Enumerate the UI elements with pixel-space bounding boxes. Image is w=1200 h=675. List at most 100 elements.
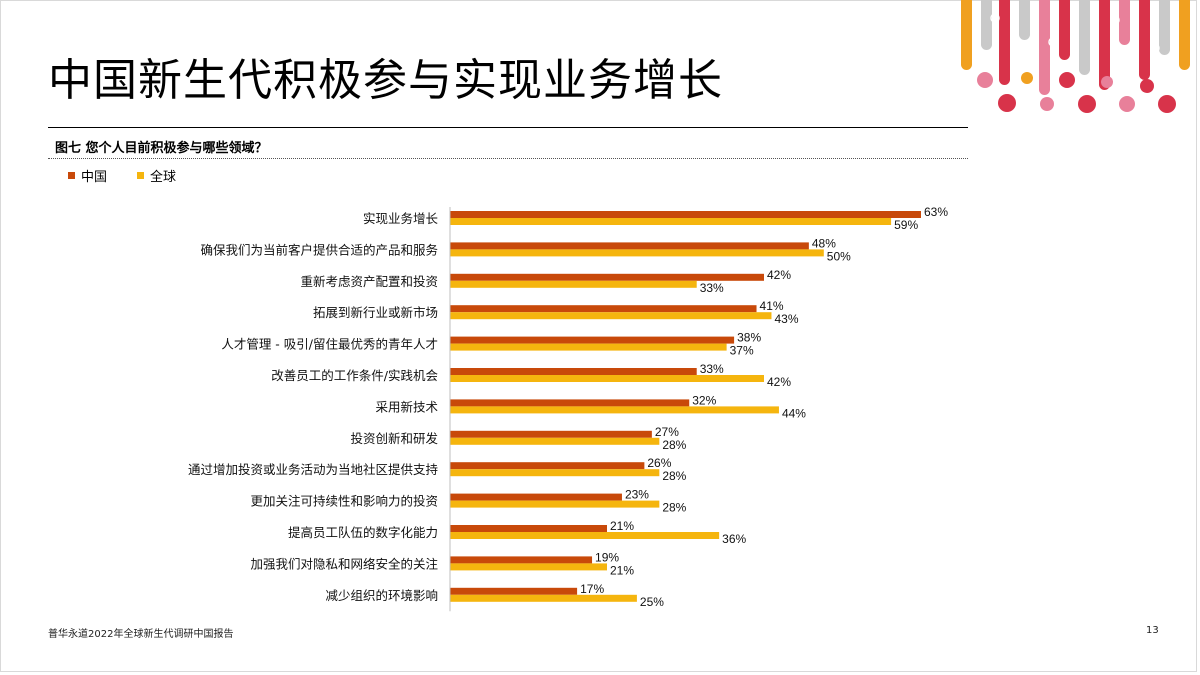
bar-china [450,430,652,438]
category-label: 改善员工的工作条件/实践机会 [271,368,438,383]
deco-dot [1040,97,1054,111]
deco-bar [1079,0,1090,75]
value-label-china: 17% [580,582,604,596]
value-label-global: 36% [722,532,746,546]
deco-ring [990,13,1000,23]
legend-label-global: 全球 [150,170,177,185]
bar-global [450,280,697,288]
deco-bar [1099,0,1110,90]
caption-divider [48,158,968,159]
bar-global [450,312,772,320]
bar-china [450,242,809,250]
bar-china [450,556,593,564]
value-label-china: 26% [647,456,671,470]
deco-dot [1158,95,1176,113]
category-label: 投资创新和研发 [350,431,438,446]
value-label-global: 37% [730,344,754,358]
legend-swatch-global [137,172,145,179]
bar-global [450,500,660,508]
bar-china [450,305,757,313]
category-label: 拓展到新行业或新市场 [313,305,438,320]
value-label-global: 28% [662,501,686,515]
deco-dot [1119,96,1135,112]
deco-dot [1101,76,1113,88]
bar-global [450,406,779,414]
value-label-china: 33% [700,362,724,376]
value-label-global: 44% [782,406,806,420]
bar-china [450,273,764,281]
bar-global [450,375,764,382]
category-label: 通过增加投资或业务活动为当地社区提供支持 [188,462,438,477]
bar-global [450,594,637,602]
legend-item-china: 中国 [68,166,107,185]
deco-ring [1048,37,1058,47]
deco-dot [1078,95,1096,113]
category-label: 提高员工队伍的数字化能力 [288,525,438,540]
legend-item-global: 全球 [137,166,176,185]
value-label-china: 38% [737,331,761,345]
bar-china [450,493,622,501]
category-label: 加强我们对隐私和网络安全的关注 [250,556,438,571]
deco-dot [1021,72,1033,84]
category-label: 确保我们为当前客户提供合适的产品和服务 [200,242,438,257]
value-label-global: 25% [640,595,664,609]
value-label-china: 21% [610,519,634,533]
value-label-china: 27% [655,425,679,439]
page-number: 13 [1146,625,1159,636]
legend-label-china: 中国 [81,170,108,185]
bar-china [450,587,578,595]
value-label-global: 33% [700,281,724,295]
bar-global [450,437,660,445]
deco-dot [1059,72,1075,88]
bar-china [450,525,607,532]
deco-bar [1179,0,1190,70]
value-label-global: 42% [767,375,791,389]
bar-global [450,249,824,257]
title-rule [48,127,968,128]
bar-global [450,218,892,225]
value-label-global: 21% [610,563,634,577]
category-label: 人才管理 - 吸引/留住最优秀的青年人才 [221,337,438,352]
deco-dot [1140,79,1154,93]
deco-bar [1159,0,1170,55]
category-label: 采用新技术 [375,399,438,414]
deco-ring [1110,15,1120,25]
figure-caption: 图七 您个人目前积极参与哪些领域？ [55,141,268,156]
value-label-global: 28% [662,438,686,452]
deco-bar [1019,0,1030,40]
value-label-china: 32% [692,393,716,407]
value-label-china: 63% [924,205,948,219]
value-label-global: 59% [894,218,918,232]
value-label-global: 28% [662,469,686,483]
value-label-china: 41% [760,299,784,313]
deco-ring [1150,43,1160,53]
page-title: 中国新生代积极参与实现业务增长 [48,55,723,106]
bar-global [450,343,727,351]
decorative-graphic [961,0,1190,113]
deco-bar [1119,0,1130,45]
footer-source: 普华永道2022年全球新生代调研中国报告 [48,629,234,640]
deco-dot [977,72,993,88]
category-label: 减少组织的环境影响 [325,588,438,603]
category-label: 更加关注可持续性和影响力的投资 [250,494,438,509]
value-label-china: 23% [625,488,649,502]
bar-china [450,399,690,407]
value-label-china: 48% [812,236,836,250]
deco-dot [998,94,1016,112]
deco-bar [1139,0,1150,80]
deco-bar [1039,0,1050,95]
bar-global [450,532,720,539]
bar-global [450,469,660,477]
value-label-global: 43% [774,312,798,326]
legend-swatch-china [68,172,75,179]
deco-bar [961,0,972,70]
bar-china [450,211,921,218]
value-label-china: 42% [767,268,791,282]
deco-bar [981,0,992,50]
bar-china [450,368,697,375]
bar-global [450,563,607,571]
bar-china [450,336,735,344]
deco-bar [1059,0,1070,60]
